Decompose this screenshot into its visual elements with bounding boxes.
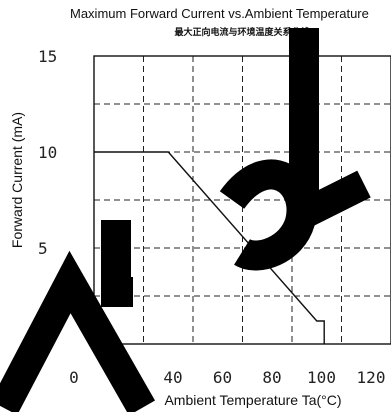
y-axis-label: Forward Current (mA) <box>9 112 25 248</box>
watermark <box>0 28 371 412</box>
x-tick-label: 40 <box>163 368 182 387</box>
x-tick-label: 60 <box>213 368 232 387</box>
y-tick-label: 5 <box>38 239 48 258</box>
chart-subtitle: 最大正向电流与环境温度关系曲线 <box>174 26 309 38</box>
y-tick-label: 15 <box>38 47 57 66</box>
x-tick-label: 120 <box>357 368 386 387</box>
chart-title: Maximum Forward Current vs.Ambient Tempe… <box>70 6 369 21</box>
x-tick-label: 80 <box>262 368 281 387</box>
y-tick-label: 10 <box>38 143 57 162</box>
derating-curve <box>94 151 325 344</box>
x-axis-label: Ambient Temperature Ta(°C) <box>164 392 341 408</box>
x-tick-label: 100 <box>307 368 336 387</box>
plot-frame <box>93 55 391 345</box>
x-tick-label: 0 <box>69 368 79 387</box>
